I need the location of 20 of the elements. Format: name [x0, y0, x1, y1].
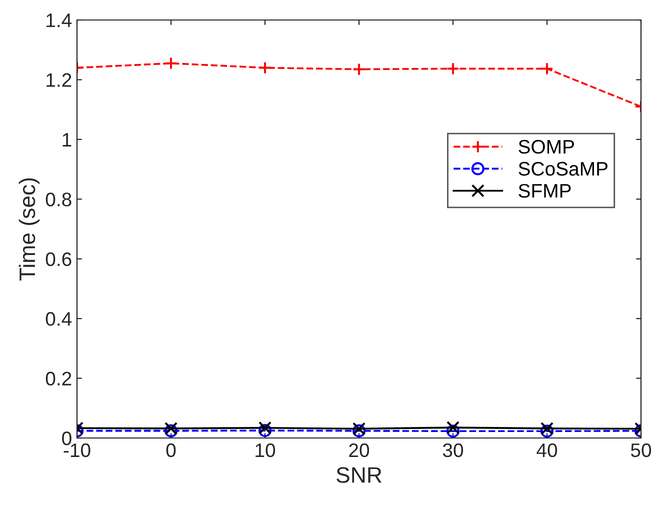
- y-axis-title: Time (sec): [18, 178, 40, 281]
- legend-label: SCoSaMP: [518, 162, 608, 176]
- x-tick-label: 0: [166, 443, 176, 458]
- legend-label: SFMP: [518, 184, 571, 198]
- y-tick-label: 1: [62, 133, 72, 146]
- x-tick-label: 30: [442, 443, 464, 458]
- x-tick-label: 50: [630, 443, 652, 458]
- y-tick-label: 0: [62, 431, 72, 446]
- x-axis-title: SNR: [336, 467, 382, 483]
- y-tick-label: 0.8: [46, 192, 72, 206]
- x-tick-label: 40: [536, 443, 558, 458]
- legend-label: SOMP: [518, 140, 574, 154]
- y-tick-label: 0.4: [46, 312, 72, 326]
- y-tick-label: 0.6: [46, 252, 72, 266]
- y-tick-label: 1.4: [46, 14, 72, 28]
- x-tick-label: 20: [349, 443, 370, 458]
- y-tick-label: 0.2: [46, 372, 72, 386]
- y-tick-label: 1.2: [46, 73, 72, 87]
- x-tick-label: -10: [64, 443, 90, 458]
- x-tick-label: 10: [256, 443, 276, 458]
